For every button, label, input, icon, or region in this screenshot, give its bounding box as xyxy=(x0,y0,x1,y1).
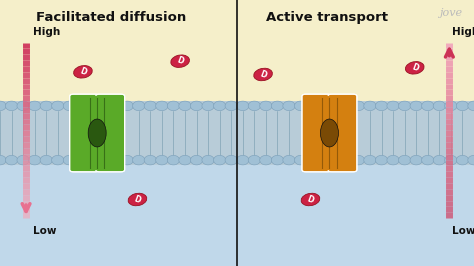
Ellipse shape xyxy=(248,155,261,165)
Ellipse shape xyxy=(421,155,434,165)
Ellipse shape xyxy=(63,101,75,111)
Text: D: D xyxy=(410,63,419,73)
Ellipse shape xyxy=(121,155,133,165)
Ellipse shape xyxy=(121,101,133,111)
Ellipse shape xyxy=(213,101,226,111)
Ellipse shape xyxy=(0,101,6,111)
Ellipse shape xyxy=(433,155,446,165)
Ellipse shape xyxy=(213,155,226,165)
Ellipse shape xyxy=(405,62,424,74)
Ellipse shape xyxy=(5,155,18,165)
Ellipse shape xyxy=(364,155,376,165)
Ellipse shape xyxy=(144,155,156,165)
Ellipse shape xyxy=(63,155,75,165)
Ellipse shape xyxy=(248,101,261,111)
Ellipse shape xyxy=(128,193,147,206)
FancyBboxPatch shape xyxy=(328,94,357,172)
Ellipse shape xyxy=(52,101,64,111)
Ellipse shape xyxy=(352,101,365,111)
FancyBboxPatch shape xyxy=(302,94,331,172)
Ellipse shape xyxy=(468,155,474,165)
Ellipse shape xyxy=(40,155,53,165)
Ellipse shape xyxy=(445,101,457,111)
Ellipse shape xyxy=(0,155,6,165)
Ellipse shape xyxy=(52,155,64,165)
Ellipse shape xyxy=(399,101,411,111)
Text: D: D xyxy=(78,66,88,77)
Bar xyxy=(0,0,474,165)
Ellipse shape xyxy=(237,155,249,165)
FancyBboxPatch shape xyxy=(70,94,99,172)
Ellipse shape xyxy=(283,101,295,111)
Text: High: High xyxy=(33,27,60,37)
Ellipse shape xyxy=(254,68,273,81)
Text: D: D xyxy=(258,69,268,80)
Ellipse shape xyxy=(237,101,249,111)
Ellipse shape xyxy=(167,101,180,111)
Ellipse shape xyxy=(225,101,237,111)
Ellipse shape xyxy=(421,101,434,111)
Ellipse shape xyxy=(17,155,29,165)
Ellipse shape xyxy=(456,101,469,111)
Ellipse shape xyxy=(364,101,376,111)
Ellipse shape xyxy=(155,155,168,165)
Ellipse shape xyxy=(271,155,283,165)
Ellipse shape xyxy=(375,155,388,165)
Ellipse shape xyxy=(17,101,29,111)
Text: D: D xyxy=(133,194,142,205)
FancyBboxPatch shape xyxy=(96,94,125,172)
Text: Low: Low xyxy=(452,226,474,236)
Ellipse shape xyxy=(191,101,203,111)
Ellipse shape xyxy=(294,101,307,111)
Ellipse shape xyxy=(73,66,92,78)
Text: Active transport: Active transport xyxy=(266,11,388,24)
Ellipse shape xyxy=(133,101,145,111)
Ellipse shape xyxy=(179,101,191,111)
Ellipse shape xyxy=(301,193,320,206)
Text: High: High xyxy=(452,27,474,37)
Ellipse shape xyxy=(179,155,191,165)
Ellipse shape xyxy=(283,155,295,165)
Ellipse shape xyxy=(352,155,365,165)
Ellipse shape xyxy=(28,155,41,165)
Ellipse shape xyxy=(167,155,180,165)
Ellipse shape xyxy=(456,155,469,165)
Bar xyxy=(92,96,102,170)
Ellipse shape xyxy=(410,101,422,111)
Ellipse shape xyxy=(202,155,214,165)
Bar xyxy=(0,101,474,165)
Ellipse shape xyxy=(191,155,203,165)
Bar xyxy=(0,101,474,266)
Ellipse shape xyxy=(433,101,446,111)
Ellipse shape xyxy=(155,101,168,111)
Ellipse shape xyxy=(5,101,18,111)
Ellipse shape xyxy=(271,101,283,111)
Text: Low: Low xyxy=(33,226,57,236)
Ellipse shape xyxy=(171,55,190,67)
Ellipse shape xyxy=(445,155,457,165)
Ellipse shape xyxy=(28,101,41,111)
Ellipse shape xyxy=(387,155,399,165)
Ellipse shape xyxy=(260,101,272,111)
Text: jove: jove xyxy=(439,8,462,18)
Ellipse shape xyxy=(320,119,338,147)
Ellipse shape xyxy=(375,101,388,111)
Text: D: D xyxy=(175,56,185,66)
Ellipse shape xyxy=(202,101,214,111)
Ellipse shape xyxy=(399,155,411,165)
Ellipse shape xyxy=(133,155,145,165)
Bar xyxy=(325,96,334,170)
Text: D: D xyxy=(306,194,315,205)
Ellipse shape xyxy=(410,155,422,165)
Ellipse shape xyxy=(40,101,53,111)
Ellipse shape xyxy=(88,119,106,147)
Ellipse shape xyxy=(144,101,156,111)
Ellipse shape xyxy=(260,155,272,165)
Ellipse shape xyxy=(468,101,474,111)
Ellipse shape xyxy=(294,155,307,165)
Ellipse shape xyxy=(225,155,237,165)
Text: Facilitated diffusion: Facilitated diffusion xyxy=(36,11,186,24)
Ellipse shape xyxy=(387,101,399,111)
